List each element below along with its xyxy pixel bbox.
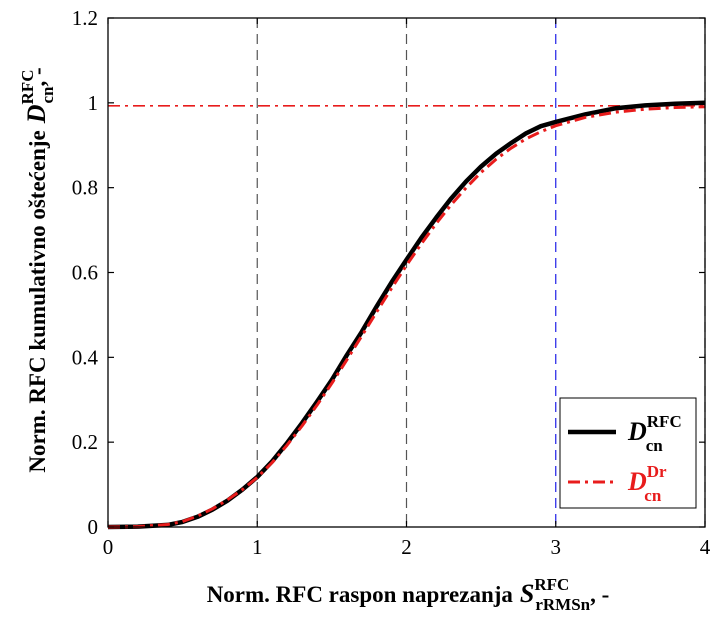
y-tick-label: 1 [88, 91, 99, 115]
legend-dr-sup: Dr [647, 462, 667, 481]
x-axis-suffix: , - [590, 582, 609, 607]
y-tick-label: 0.6 [72, 261, 98, 285]
series-line-1 [107, 105, 706, 529]
y-axis-suffix: , - [25, 67, 50, 86]
y-axis-symbol-sup: RFC [18, 70, 37, 105]
legend-box [559, 397, 697, 509]
x-axis-title-text: Norm. RFC raspon naprezanja [207, 582, 514, 607]
y-axis-symbol: D [22, 104, 51, 124]
x-axis-symbol-sub: rRMSn [535, 595, 590, 614]
data-series [107, 100, 706, 530]
x-tick-label: 1 [252, 535, 263, 559]
x-axis-symbol-sup: RFC [534, 575, 569, 594]
x-tick-label: 3 [551, 535, 562, 559]
legend-rfc-sup: RFC [647, 412, 682, 431]
y-axis-title-text: Norm. RFC kumulativno oštećenje [25, 130, 50, 472]
y-tick-label: 0.4 [72, 345, 99, 369]
x-tick-label: 2 [401, 535, 412, 559]
y-axis-title: Norm. RFC kumulativno oštećenje DRFCcn, - [18, 67, 57, 472]
y-tick-label: 0.2 [72, 430, 98, 454]
axis-ticks: 0 1 2 3 4 0 0.2 0.4 0.6 0.8 1 1.2 [72, 6, 710, 559]
y-tick-label: 0.8 [72, 176, 98, 200]
legend-dr-sub: cn [644, 486, 662, 505]
x-axis-title: Norm. RFC raspon naprezanja SRFC rRMSn, - [207, 575, 610, 614]
legend-rfc-sub: cn [646, 436, 664, 455]
series-line-0 [107, 100, 706, 530]
legend: DRFC cn DDr cn [559, 397, 697, 509]
y-tick-label: 1.2 [72, 6, 98, 30]
legend-rfc-symbol: D [627, 417, 647, 446]
x-axis-symbol: S [520, 579, 534, 608]
y-axis-symbol-sub: cn [38, 86, 57, 104]
legend-dr-symbol: D [627, 467, 647, 496]
y-tick-label: 0 [88, 515, 99, 539]
x-tick-label: 4 [700, 535, 710, 559]
legend-label-rfc: DRFC cn [627, 412, 682, 455]
x-tick-label: 0 [103, 535, 114, 559]
legend-label-dr: DDr cn [627, 462, 667, 505]
